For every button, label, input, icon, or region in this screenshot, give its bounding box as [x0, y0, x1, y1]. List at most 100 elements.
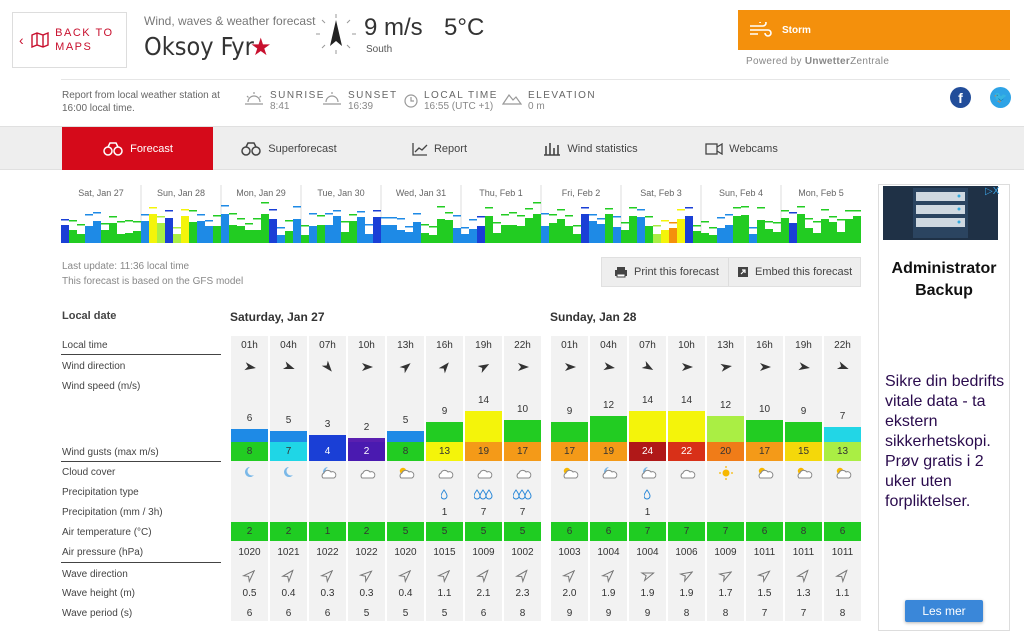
twitter-icon[interactable]: 🐦 [990, 87, 1011, 108]
overview-gust-tick [549, 214, 557, 216]
elevation-title: ELEVATION [528, 90, 597, 101]
cloud-cover-icon [270, 463, 307, 483]
overview-wind-bar [341, 232, 349, 243]
sunrise-title: SUNRISE [270, 90, 325, 101]
wind-speed-value: 10 [758, 404, 771, 415]
overview-gust-tick [413, 213, 421, 215]
overview-day-label: Mon, Feb 5 [798, 188, 844, 198]
wave-height-value: 1.9 [679, 588, 694, 599]
tab-webcams[interactable]: Webcams [666, 127, 817, 170]
wave-period-value: 6 [324, 608, 331, 619]
forecast-overview-chart[interactable]: Sat, Jan 27 Sun, Jan 28 Mon, Jan 29 Tue, Ja… [61, 183, 861, 246]
wave-direction-arrow-icon [590, 565, 627, 585]
overview-gust-tick [189, 210, 197, 212]
air-temperature-cell: 6 [551, 522, 588, 541]
overview-gust-tick [381, 217, 389, 219]
favorite-star-icon[interactable]: ★ [250, 34, 272, 61]
spot-name: Oksoy Fyr [144, 32, 254, 61]
overview-gust-tick [533, 202, 541, 204]
wind-speed-bar [551, 422, 588, 442]
wind-direction-arrow-icon [270, 357, 307, 377]
powered-by[interactable]: Powered by UnwetterZentrale [746, 56, 889, 67]
time-cell: 19h [475, 340, 492, 351]
wind-direction-arrow-icon [668, 357, 705, 377]
overview-day-label: Tue, Jan 30 [317, 188, 364, 198]
wave-direction-arrow-icon [707, 565, 744, 585]
wave-period-value: 5 [363, 608, 370, 619]
overview-wind-bar [829, 222, 837, 243]
overview-wind-bar [733, 216, 741, 243]
overview-gust-tick [93, 212, 101, 214]
wind-speed-bar [348, 438, 385, 442]
air-temperature-cell: 7 [629, 522, 666, 541]
row-label-air-temperature: Air temperature (°C) [62, 527, 152, 538]
overview-wind-bar [269, 219, 277, 243]
overview-gust-tick [725, 214, 733, 216]
tab-wind-statistics[interactable]: Wind statistics [515, 127, 666, 170]
time-cell: 16h [436, 340, 453, 351]
overview-gust-tick [797, 206, 805, 208]
wave-period-value: 7 [800, 608, 807, 619]
overview-wind-bar [413, 222, 421, 243]
ad-server-image[interactable] [883, 186, 998, 240]
time-cell: 22h [834, 340, 851, 351]
storm-banner[interactable]: Storm [738, 10, 1010, 50]
embed-forecast-button[interactable]: Embed this forecast [737, 258, 852, 286]
current-temperature: 5°C [444, 14, 485, 41]
overview-gust-tick [165, 210, 173, 212]
time-cell: 04h [280, 340, 297, 351]
overview-wind-bar [429, 235, 437, 243]
ad-choices-icon[interactable]: ▷X [985, 186, 1000, 197]
overview-wind-bar [717, 228, 725, 243]
wind-direction-arrow-icon [707, 357, 744, 377]
overview-wind-bar [229, 225, 237, 243]
wind-gust-cell: 8 [231, 442, 268, 461]
overview-day-label: Fri, Feb 2 [562, 188, 601, 198]
wave-height-value: 1.3 [796, 588, 811, 599]
back-to-maps-button[interactable]: ‹ BACK TO MAPS [12, 12, 127, 68]
overview-gust-tick [397, 218, 405, 220]
time-cell: 04h [600, 340, 617, 351]
cloud-cover-icon [707, 463, 744, 483]
overview-gust-tick [277, 227, 285, 229]
wind-direction-arrow-icon [590, 357, 627, 377]
map-icon [31, 32, 49, 48]
wind-speed-value: 14 [477, 395, 490, 406]
ad-text: Sikre din bedrifts vitale data - ta ekst… [885, 373, 1005, 510]
wind-speed-value: 9 [800, 406, 807, 417]
wave-direction-arrow-icon [270, 565, 307, 585]
wind-direction-arrow-icon [785, 357, 822, 377]
forecast-column [231, 336, 268, 621]
wave-period-value: 9 [644, 608, 651, 619]
air-pressure-value: 1011 [792, 547, 815, 558]
overview-gust-tick [285, 220, 293, 222]
rain-drop-icon [629, 484, 666, 504]
print-forecast-button[interactable]: Print this forecast [614, 258, 719, 286]
overview-wind-bar [509, 225, 517, 243]
advertisement[interactable] [878, 184, 1010, 631]
overview-wind-bar [101, 230, 109, 243]
wave-period-value: 9 [566, 608, 573, 619]
tab-report[interactable]: Report [364, 127, 515, 170]
ad-read-more-button[interactable]: Les mer [905, 600, 983, 622]
ad-title[interactable]: Administrator Backup [891, 260, 997, 299]
overview-wind-bar [437, 219, 445, 243]
time-cell: 01h [561, 340, 578, 351]
cloud-cover-icon [590, 463, 627, 483]
overview-gust-tick [157, 216, 165, 218]
wave-period-value: 6 [246, 608, 253, 619]
precipitation-value: 1 [644, 507, 651, 518]
divider [61, 354, 221, 355]
overview-day-label: Sat, Jan 27 [78, 188, 124, 198]
server-rack-icon [913, 188, 968, 238]
overview-wind-bar [109, 223, 117, 243]
wave-direction-arrow-icon [785, 565, 822, 585]
row-label-wind-gusts: Wind gusts (max m/s) [62, 447, 159, 458]
overview-gust-tick [573, 225, 581, 227]
row-label-local-time: Local time [62, 340, 108, 351]
facebook-icon[interactable]: f [950, 87, 971, 108]
tab-superforecast[interactable]: Superforecast [213, 127, 364, 170]
overview-gust-tick [469, 219, 477, 221]
tab-forecast[interactable]: Forecast [62, 127, 213, 170]
air-pressure-value: 1004 [636, 547, 659, 558]
